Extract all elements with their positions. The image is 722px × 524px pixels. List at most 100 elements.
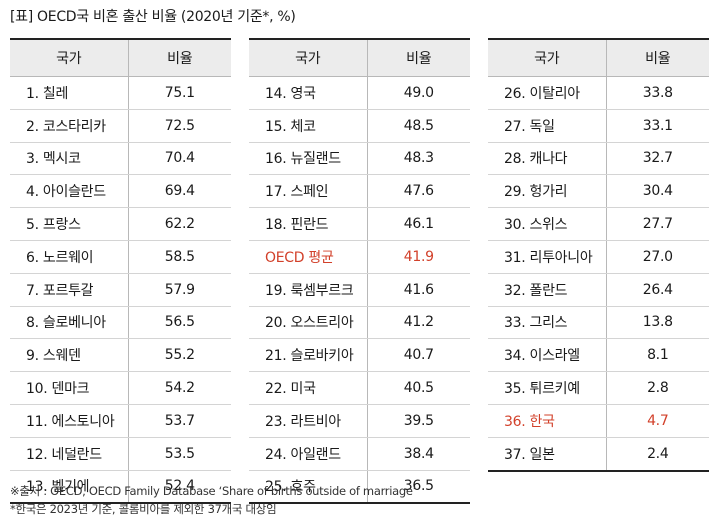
country-cell: 18. 핀란드 [249, 207, 367, 241]
table-row: 3. 멕시코 70.4 [10, 142, 231, 176]
country-cell: 10. 덴마크 [10, 371, 128, 405]
header-country: 국가 [249, 39, 367, 77]
country-cell: 37. 일본 [504, 446, 555, 463]
country-cell: 35. 튀르키예 [488, 371, 606, 405]
ratio-cell: 62.2 [127, 207, 231, 241]
country-cell: 20. 오스트리아 [249, 306, 367, 340]
country-cell: 22. 미국 [249, 371, 367, 405]
ratio-cell: 26.4 [605, 273, 709, 307]
ratio-cell: 27.7 [605, 207, 709, 241]
country-cell: 19. 룩셈부르크 [249, 273, 367, 307]
country-cell: 3. 멕시코 [10, 142, 128, 176]
table-row: 9. 스웨덴 55.2 [10, 338, 231, 373]
table-row: 21. 슬로바키아 40.7 [249, 338, 470, 373]
country-cell: 28. 캐나다 [488, 142, 606, 176]
ratio-cell: 72.5 [127, 109, 231, 143]
country-cell: 1. 칠레 [10, 76, 128, 110]
country-cell: 5. 프랑스 [10, 207, 128, 241]
header-ratio: 비율 [366, 39, 470, 77]
country-cell: 34. 이스라엘 [488, 338, 606, 373]
ratio-cell: 33.8 [605, 76, 709, 110]
table-header-row: 국가 비율 [488, 39, 709, 77]
ratio-cell: 41.2 [366, 306, 470, 340]
table-row: 10. 덴마크 54.2 [10, 371, 231, 405]
table-row: 35. 튀르키예 2.8 [488, 371, 709, 405]
country-cell: 25. 호주 [265, 479, 316, 496]
country-cell: 36. 한국 [488, 404, 606, 438]
table-row: 28. 캐나다 32.7 [488, 142, 709, 176]
ratio-cell: 57.9 [127, 273, 231, 307]
table-row: 37. 일본 2.4 [488, 437, 709, 471]
country-cell: 27. 독일 [488, 109, 606, 143]
header-country: 국가 [10, 39, 128, 77]
ratio-cell: 52.4 [127, 470, 231, 504]
ratio-cell: 55.2 [127, 338, 231, 373]
ratio-cell: 69.4 [127, 174, 231, 209]
ratio-cell: 2.8 [605, 371, 709, 405]
country-cell: 4. 아이슬란드 [10, 174, 128, 209]
ratio-cell: 47.6 [366, 174, 470, 209]
table-row: 20. 오스트리아 41.2 [249, 306, 470, 340]
table-row: 25. 호주 36.5 [249, 470, 470, 504]
country-cell: 30. 스위스 [488, 207, 606, 241]
table-row: 8. 슬로베니아 56.5 [10, 306, 231, 340]
table-row: 26. 이탈리아 33.8 [488, 76, 709, 110]
table-row: 13. 벨기에 52.4 [10, 470, 231, 504]
ratio-cell: 32.7 [605, 142, 709, 176]
table-row: 27. 독일 33.1 [488, 109, 709, 143]
country-cell: 23. 라트비아 [249, 404, 367, 438]
table-row: 11. 에스토니아 53.7 [10, 404, 231, 438]
ratio-cell: 53.7 [127, 404, 231, 438]
table-row: 19. 룩셈부르크 41.6 [249, 273, 470, 307]
footnote: *한국은 2023년 기준, 콜롬비아를 제외한 37개국 대상임 [10, 502, 277, 516]
ratio-cell: 40.7 [366, 338, 470, 373]
table-row: 17. 스페인 47.6 [249, 174, 470, 209]
table-row: 18. 핀란드 46.1 [249, 207, 470, 241]
header-ratio: 비율 [127, 39, 231, 77]
ratio-cell: 41.9 [366, 240, 470, 274]
country-cell: 29. 헝가리 [488, 174, 606, 209]
ratio-table-1: 국가 비율 1. 칠레 75.1 2. 코스타리카 72.5 3. 멕시코 70.4 4. … [10, 38, 231, 505]
country-cell: OECD 평균 [249, 240, 367, 274]
table-row: 34. 이스라엘 8.1 [488, 338, 709, 373]
ratio-cell: 33.1 [605, 109, 709, 143]
table-row: 23. 라트비아 39.5 [249, 404, 470, 438]
ratio-cell: 58.5 [127, 240, 231, 274]
table-row: 1. 칠레 75.1 [10, 76, 231, 110]
ratio-cell: 70.4 [127, 142, 231, 176]
ratio-cell: 75.1 [127, 76, 231, 110]
header-country: 국가 [488, 39, 606, 77]
country-cell: 15. 체코 [249, 109, 367, 143]
country-cell: 2. 코스타리카 [10, 109, 128, 143]
country-cell: 31. 리투아니아 [488, 240, 606, 274]
header-ratio: 비율 [605, 39, 709, 77]
ratio-cell: 48.5 [366, 109, 470, 143]
table-body: 1. 칠레 75.1 2. 코스타리카 72.5 3. 멕시코 70.4 4. 아이슬란드 6… [10, 76, 231, 504]
table-row: 33. 그리스 13.8 [488, 306, 709, 340]
table-header-row: 국가 비율 [249, 39, 470, 77]
table-row: 15. 체코 48.5 [249, 109, 470, 143]
table-row: 22. 미국 40.5 [249, 371, 470, 405]
country-cell: 32. 폴란드 [488, 273, 606, 307]
ratio-cell: 8.1 [605, 338, 709, 373]
country-cell: 12. 네덜란드 [10, 437, 128, 471]
page-title: [표] OECD국 비혼 출산 비율 (2020년 기준*, %) [10, 9, 296, 25]
table-row: 6. 노르웨이 58.5 [10, 240, 231, 274]
country-cell: 7. 포르투갈 [10, 273, 128, 307]
table-row: 32. 폴란드 26.4 [488, 273, 709, 307]
country-cell: 26. 이탈리아 [488, 76, 606, 110]
ratio-cell: 54.2 [127, 371, 231, 405]
table-body: 26. 이탈리아 33.8 27. 독일 33.1 28. 캐나다 32.7 29. 헝가리… [488, 76, 709, 471]
ratio-cell: 2.4 [605, 437, 709, 471]
country-cell: 33. 그리스 [488, 306, 606, 340]
table-row: 7. 포르투갈 57.9 [10, 273, 231, 307]
table-row: 5. 프랑스 62.2 [10, 207, 231, 241]
source-note: ※출처 : OECD, OECD Family Database ‘Share … [10, 484, 417, 498]
country-cell: 11. 에스토니아 [10, 404, 128, 438]
ratio-cell: 27.0 [605, 240, 709, 274]
table-row: 31. 리투아니아 27.0 [488, 240, 709, 274]
ratio-table-3: 국가 비율 26. 이탈리아 33.8 27. 독일 33.1 28. 캐나다 32.7 2… [488, 38, 709, 472]
country-cell: 16. 뉴질랜드 [249, 142, 367, 176]
table-row: OECD 평균 41.9 [249, 240, 470, 274]
ratio-cell: 36.5 [366, 470, 470, 504]
